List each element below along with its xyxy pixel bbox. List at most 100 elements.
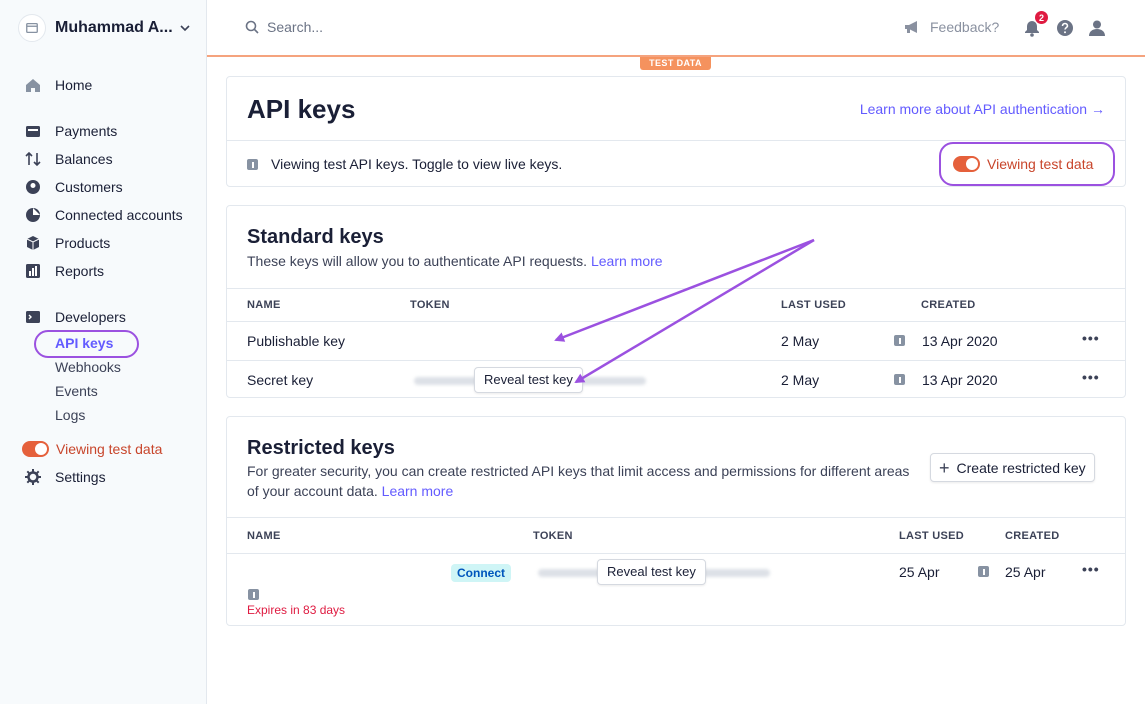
publishable-key-name: Publishable key xyxy=(247,333,346,349)
column-header-created: CREATED xyxy=(1005,530,1060,542)
chevron-down-icon xyxy=(180,25,190,32)
divider xyxy=(227,553,1125,554)
column-header-token: TOKEN xyxy=(410,299,450,311)
info-icon xyxy=(247,158,258,170)
restricted-key-created: 25 Apr xyxy=(1005,564,1046,580)
column-header-name: NAME xyxy=(247,299,281,311)
customers-icon xyxy=(24,178,42,196)
gear-icon xyxy=(24,468,42,486)
sidebar-item-label: Payments xyxy=(55,123,118,139)
test-data-toggle-switch[interactable] xyxy=(953,156,980,172)
home-icon xyxy=(24,76,42,94)
restricted-key-more-icon[interactable]: ••• xyxy=(1082,561,1100,577)
sidebar-item-label: Products xyxy=(55,235,111,251)
test-mode-toggle-switch[interactable] xyxy=(22,441,49,457)
notification-count-badge: 2 xyxy=(1035,11,1048,24)
secret-key-created: 13 Apr 2020 xyxy=(922,372,998,388)
test-keys-notice: Viewing test API keys. Toggle to view li… xyxy=(247,156,562,172)
info-icon[interactable] xyxy=(894,335,905,346)
publishable-key-last-used: 2 May xyxy=(781,333,820,349)
sidebar-item-products[interactable]: Products xyxy=(24,233,110,253)
sidebar-item-label: Reports xyxy=(55,263,105,279)
sidebar-item-home[interactable]: Home xyxy=(24,75,92,95)
search-icon xyxy=(245,20,259,34)
sidebar-subitem-logs[interactable]: Logs xyxy=(55,407,86,423)
column-header-last-used: LAST USED xyxy=(781,299,847,311)
sidebar-subitem-webhooks[interactable]: Webhooks xyxy=(55,359,121,375)
reports-icon xyxy=(24,262,42,280)
account-switcher[interactable]: Muhammad A... xyxy=(18,14,191,42)
sidebar-item-developers[interactable]: Developers xyxy=(24,307,126,327)
sidebar-item-label: Settings xyxy=(55,469,106,485)
sidebar-item-label: Customers xyxy=(55,179,123,195)
notice-text: Viewing test API keys. Toggle to view li… xyxy=(271,156,563,172)
divider xyxy=(227,360,1125,361)
publishable-key-created: 13 Apr 2020 xyxy=(922,333,998,349)
help-icon[interactable] xyxy=(1055,18,1075,38)
restricted-key-last-used: 25 Apr xyxy=(899,564,940,580)
restricted-keys-learn-more-link[interactable]: Learn more xyxy=(381,483,454,499)
column-header-name: NAME xyxy=(247,530,281,542)
description-text: These keys will allow you to authenticat… xyxy=(247,253,588,269)
reveal-secret-test-key-button[interactable]: Reveal test key xyxy=(474,367,583,393)
connected-accounts-icon xyxy=(24,206,42,224)
sidebar-item-customers[interactable]: Customers xyxy=(24,177,123,197)
connect-badge: Connect xyxy=(451,564,511,582)
info-icon[interactable] xyxy=(248,589,259,600)
divider xyxy=(227,140,1125,141)
create-restricted-key-label: Create restricted key xyxy=(956,459,1086,476)
restricted-keys-card: Restricted keys For greater security, yo… xyxy=(226,416,1126,626)
publishable-key-more-icon[interactable]: ••• xyxy=(1082,330,1100,346)
sidebar-item-settings[interactable]: Settings xyxy=(24,467,106,487)
sidebar-subitem-events[interactable]: Events xyxy=(55,383,98,399)
notifications-bell-icon[interactable] xyxy=(1022,18,1042,38)
standard-keys-learn-more-link[interactable]: Learn more xyxy=(590,253,663,269)
restricted-keys-description: For greater security, you can create res… xyxy=(247,461,917,501)
create-restricted-key-button[interactable]: + Create restricted key xyxy=(930,453,1095,482)
divider xyxy=(227,517,1125,518)
reveal-restricted-test-key-button[interactable]: Reveal test key xyxy=(597,559,706,585)
column-header-last-used: LAST USED xyxy=(899,530,965,542)
api-keys-header-card: API keys Learn more about API authentica… xyxy=(226,76,1126,187)
api-keys-highlight-annotation xyxy=(34,330,139,358)
search-input[interactable]: Search... xyxy=(245,19,323,35)
test-data-toggle-label: Viewing test data xyxy=(987,156,1094,172)
column-header-token: TOKEN xyxy=(533,530,573,542)
sidebar-item-reports[interactable]: Reports xyxy=(24,261,104,281)
sidebar-item-label: Balances xyxy=(55,151,113,167)
sidebar-item-payments[interactable]: Payments xyxy=(24,121,117,141)
standard-keys-card: Standard keys These keys will allow you … xyxy=(226,205,1126,398)
view-test-data-toggle[interactable]: Viewing test data xyxy=(939,142,1115,186)
sidebar-test-data-toggle[interactable]: Viewing test data xyxy=(22,439,162,459)
page-title: API keys xyxy=(247,94,356,124)
sidebar-item-connected-accounts[interactable]: Connected accounts xyxy=(24,205,183,225)
sidebar-subitem-api-keys[interactable]: API keys xyxy=(55,335,114,351)
learn-api-auth-link[interactable]: Learn more about API authentication → xyxy=(859,101,1105,117)
restricted-keys-title: Restricted keys xyxy=(247,437,395,459)
products-icon xyxy=(24,234,42,252)
info-icon[interactable] xyxy=(978,566,989,577)
secret-key-last-used: 2 May xyxy=(781,372,820,388)
info-icon[interactable] xyxy=(894,374,905,385)
plus-icon: + xyxy=(939,457,950,478)
payments-icon xyxy=(24,122,42,140)
sidebar-item-balances[interactable]: Balances xyxy=(24,149,113,169)
developers-icon xyxy=(24,308,42,326)
secret-key-name: Secret key xyxy=(247,372,314,388)
sidebar-item-label: Home xyxy=(55,77,93,93)
secret-key-more-icon[interactable]: ••• xyxy=(1082,369,1100,385)
column-header-created: CREATED xyxy=(921,299,976,311)
standard-keys-title: Standard keys xyxy=(247,226,384,248)
feedback-label: Feedback? xyxy=(930,19,1000,35)
test-mode-label: Viewing test data xyxy=(56,441,163,457)
sidebar-item-label: Connected accounts xyxy=(55,207,183,223)
search-placeholder: Search... xyxy=(267,19,324,35)
account-logo-icon xyxy=(18,14,46,42)
user-profile-icon[interactable] xyxy=(1087,18,1107,38)
test-data-tag: TEST DATA xyxy=(640,57,711,70)
divider xyxy=(227,321,1125,322)
description-text: For greater security, you can create res… xyxy=(247,463,910,499)
sidebar-item-label: Developers xyxy=(55,309,126,325)
expiry-warning: Expires in 83 days xyxy=(247,603,346,617)
feedback-button[interactable]: Feedback? xyxy=(904,19,999,35)
